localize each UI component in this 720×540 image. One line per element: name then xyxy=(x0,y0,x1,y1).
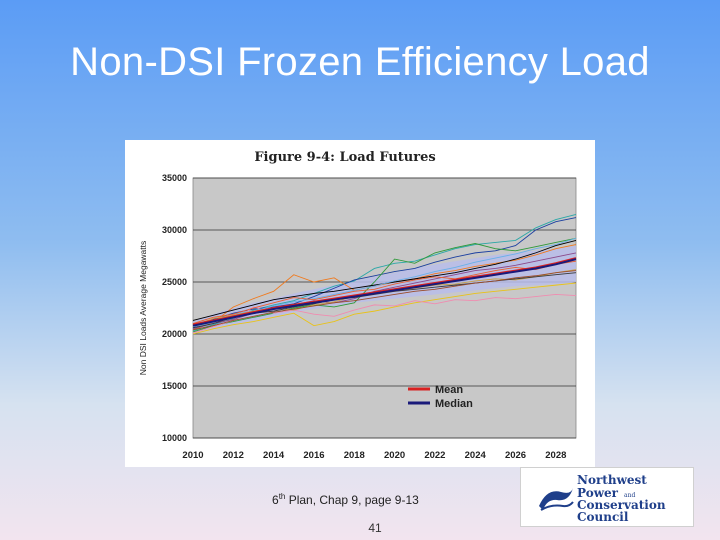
x-tick-label: 2022 xyxy=(424,450,445,461)
y-axis-label: Non DSI Loads Average Megawatts xyxy=(138,241,148,376)
x-tick-label: 2014 xyxy=(263,450,285,461)
mean-median-layer xyxy=(192,257,577,327)
future-series-line-14 xyxy=(192,270,577,331)
x-tick-label: 2020 xyxy=(384,450,405,461)
x-tick-label: 2010 xyxy=(182,450,203,461)
logo-line-2-text: Power xyxy=(577,486,618,500)
logo-line-2: Power and xyxy=(577,486,635,500)
series-layer xyxy=(192,213,577,335)
x-tick-label: 2026 xyxy=(505,450,526,461)
future-series-line-8 xyxy=(192,294,577,334)
future-series-line-4 xyxy=(192,244,577,331)
legend: Mean Median xyxy=(408,384,473,410)
council-emblem-icon xyxy=(539,488,574,511)
y-tick-label: 20000 xyxy=(162,329,187,339)
load-futures-chart: 10000 15000 20000 25000 30000 35000 2010 2012 20… xyxy=(138,150,577,461)
future-series-line-12 xyxy=(192,260,577,325)
future-series-line-7 xyxy=(192,282,577,335)
slide-caption: 6th Plan, Chap 9, page 9-13 xyxy=(272,492,419,507)
series-line-mean xyxy=(192,257,577,326)
y-tick-label: 30000 xyxy=(162,225,187,235)
slide-title: Non-DSI Frozen Efficiency Load xyxy=(70,40,650,84)
grid-layer xyxy=(193,177,576,439)
council-logo: Northwest Power and Conservation Council xyxy=(520,467,694,527)
legend-label: Median xyxy=(435,398,473,410)
x-tick-label: 2016 xyxy=(303,450,324,461)
future-series-line-3 xyxy=(192,217,577,329)
chart-frame: 10000 15000 20000 25000 30000 35000 2010 2012 20… xyxy=(125,140,595,467)
caption-superscript: th xyxy=(278,492,286,501)
logo-line-2-small: and xyxy=(624,492,636,499)
x-tick-label: 2028 xyxy=(545,450,566,461)
y-tick-label: 15000 xyxy=(162,381,187,391)
logo-line-3: Conservation xyxy=(577,498,666,512)
y-tick-label: 25000 xyxy=(162,277,187,287)
page-number: 41 xyxy=(368,521,382,535)
chart-title: Figure 9-4: Load Futures xyxy=(254,150,435,165)
x-tick-label: 2018 xyxy=(344,450,365,461)
x-tick-label: 2024 xyxy=(465,450,487,461)
future-series-line-2 xyxy=(192,213,577,332)
legend-label: Mean xyxy=(435,384,463,396)
series-line-median xyxy=(192,258,577,327)
y-tick-label: 35000 xyxy=(162,173,187,183)
logo-line-1: Northwest xyxy=(577,473,647,487)
future-series-line-5 xyxy=(192,237,577,333)
caption-text: Plan, Chap 9, page 9-13 xyxy=(285,493,419,507)
tick-labels-layer: 10000 15000 20000 25000 30000 35000 2010 2012 20… xyxy=(162,173,566,461)
y-tick-label: 10000 xyxy=(162,433,187,443)
x-tick-label: 2012 xyxy=(223,450,244,461)
logo-line-4: Council xyxy=(577,510,629,524)
caption-prefix: 6 xyxy=(272,493,279,507)
